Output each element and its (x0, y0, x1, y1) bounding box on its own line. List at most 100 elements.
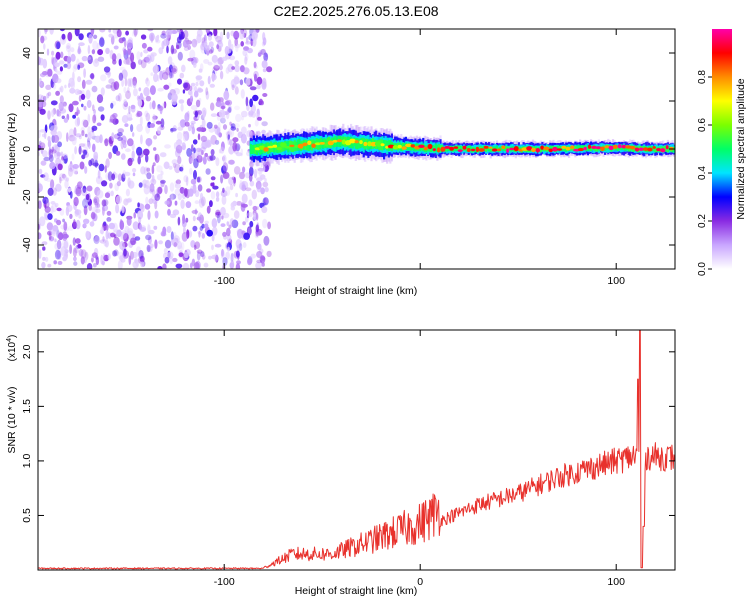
spectrogram-cell (256, 184, 262, 193)
spectrogram-cell (117, 136, 123, 142)
spectrogram-cell (67, 49, 71, 59)
spectrogram-cell (41, 261, 46, 269)
spectrogram-cell (123, 48, 127, 56)
spectrogram-cell (107, 72, 111, 79)
spectrogram-cell (38, 200, 42, 210)
spectrogram-cell (50, 205, 54, 214)
spectrogram-cell (255, 212, 259, 221)
spectrogram-cell (84, 166, 88, 174)
spectrogram-cell (55, 183, 62, 192)
spectrogram-cell (252, 212, 257, 221)
spectrogram-cell (449, 146, 454, 151)
spectrogram-cell (169, 256, 174, 264)
spectrogram-cell (57, 250, 62, 260)
spectrogram-cell (240, 148, 244, 157)
spectrogram-cell (127, 138, 134, 147)
spectrogram-cell (92, 104, 95, 112)
spectrogram-cell (94, 235, 100, 245)
spectrogram-cell (261, 262, 265, 267)
spectrogram-cell (239, 29, 245, 40)
spectrogram-cell (124, 123, 129, 127)
spectrogram-cell (63, 117, 69, 123)
spectrogram-cell (82, 223, 87, 229)
spectrogram-cell (190, 122, 195, 129)
spectrogram-cell (215, 196, 220, 202)
spectrogram-cell (51, 56, 54, 65)
spectrogram-cell (57, 163, 63, 171)
spectrogram-cell (210, 176, 216, 181)
spectrogram-cell (49, 161, 56, 170)
spectrogram-cell (260, 48, 266, 55)
spectrogram-cell (234, 86, 239, 95)
spectrogram-cell (248, 199, 253, 206)
spectrogram-signal-band (249, 123, 675, 167)
spectrogram-cell (196, 251, 201, 261)
spectrogram-cell (267, 221, 271, 230)
spectrogram-cell (106, 210, 112, 216)
spectrogram-cell (354, 138, 357, 149)
spectrogram-cell (240, 133, 247, 144)
spectrogram-cell (556, 148, 563, 151)
spectrogram-cell (260, 256, 266, 261)
spectrogram-cell (205, 91, 210, 100)
spectrogram-cell (78, 42, 85, 47)
spectrogram-cell (111, 132, 115, 142)
spectrogram-cell (227, 246, 230, 252)
spectrogram-cell (140, 261, 145, 268)
spectrogram-cell (83, 218, 90, 224)
spectrogram-cell (261, 206, 268, 214)
spectrogram-cell (59, 176, 62, 184)
spectrogram-cell (196, 33, 202, 44)
spectrogram-cell (90, 72, 95, 80)
spectrogram-cell (94, 204, 98, 215)
spectrogram-cell (185, 201, 192, 209)
spectrogram-cell (103, 66, 111, 73)
spectrogram-cell (222, 124, 228, 130)
spectrogram-cell (129, 77, 133, 88)
spectrogram-cell (488, 146, 491, 152)
spectrogram-cell (103, 238, 108, 247)
spectrogram-cell (195, 75, 203, 81)
spectrogram-cell (386, 140, 389, 151)
spectrogram-cell (249, 144, 252, 155)
spectrogram-cell (44, 130, 47, 140)
colorbar-tick-label: 0.4 (697, 166, 708, 180)
spectrogram-cell (108, 33, 113, 38)
spectrogram-cell (569, 146, 572, 151)
colorbar-label: Normalized spectral amplitude (735, 78, 747, 219)
spectrogram-noise-cells (38, 29, 273, 269)
spectrogram-cell (117, 128, 125, 134)
spectrogram-cell (127, 157, 133, 167)
spectrogram-cell (436, 147, 441, 153)
spectrogram-cell (73, 127, 77, 137)
spectrogram-cell (194, 241, 201, 249)
spectrogram-cell (240, 65, 245, 73)
spectrogram-cell (154, 210, 159, 219)
spectrogram-cell (572, 145, 575, 152)
spectrogram-cell (250, 253, 256, 259)
spectrogram-cell (130, 124, 134, 133)
spectrogram-cell (132, 80, 137, 89)
spectrogram-cell (491, 148, 498, 152)
colorbar-tick-label: 0.0 (697, 262, 708, 276)
spectrogram-cell (166, 226, 172, 233)
spectrogram-cell (535, 148, 540, 153)
spectrogram-cell (80, 249, 87, 259)
spectrogram-cell (160, 170, 164, 176)
spectrogram-cell (117, 173, 122, 182)
spectrogram-cell (218, 213, 222, 221)
spectrogram-cell (96, 203, 101, 208)
spectrogram-cell (93, 59, 100, 67)
spectrogram-cell (185, 217, 189, 223)
spectrogram-cell (81, 79, 86, 90)
spectrogram-cell (195, 99, 201, 108)
spectrogram-cell (220, 249, 225, 260)
spectrogram-cell (509, 147, 515, 151)
spectrogram-cell (153, 72, 159, 83)
spectrogram-cell (60, 51, 64, 59)
spectrogram-cell (111, 53, 117, 62)
spectrogram-cell (307, 140, 310, 151)
spectrogram-cell (183, 175, 189, 183)
spectrogram-cell (135, 260, 139, 267)
